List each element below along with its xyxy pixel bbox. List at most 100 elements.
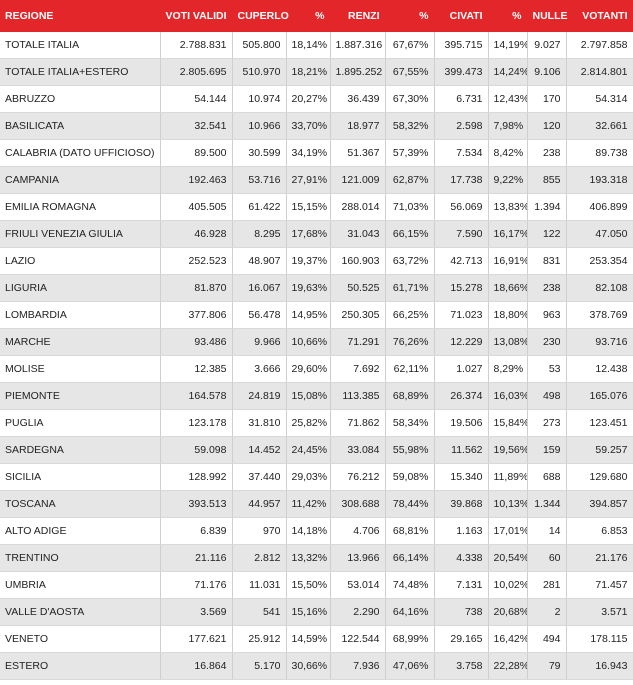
value-cell: 9,22% xyxy=(488,166,528,194)
value-cell: 160.903 xyxy=(330,247,386,275)
value-cell: 62,87% xyxy=(385,166,435,194)
value-cell: 71,03% xyxy=(385,193,435,221)
value-cell: 31.810 xyxy=(232,409,287,437)
value-cell: 18.977 xyxy=(330,112,386,140)
value-cell: 1.394 xyxy=(527,193,567,221)
value-cell: 159 xyxy=(527,436,567,464)
header-row: REGIONE VOTI VALIDI CUPERLO% RENZI% CIVATI% N… xyxy=(0,0,633,32)
value-cell: 378.769 xyxy=(566,301,633,329)
region-cell: MOLISE xyxy=(0,355,161,383)
value-cell: 93.716 xyxy=(566,328,633,356)
value-cell: 122 xyxy=(527,220,567,248)
value-cell: 253.354 xyxy=(566,247,633,275)
value-cell: 11,89% xyxy=(488,463,528,491)
region-cell: VENETO xyxy=(0,625,161,653)
table-row: ABRUZZO 54.144 10.974 20,27% 36.439 67,30% 6.7… xyxy=(0,85,633,113)
value-cell: 57,39% xyxy=(385,139,435,167)
value-cell: 2.788.831 xyxy=(160,32,233,59)
value-cell: 18,80% xyxy=(488,301,528,329)
value-cell: 855 xyxy=(527,166,567,194)
value-cell: 21.116 xyxy=(160,544,233,572)
region-cell: FRIULI VENEZIA GIULIA xyxy=(0,220,161,248)
value-cell: 56.478 xyxy=(232,301,287,329)
value-cell: 15,84% xyxy=(488,409,528,437)
value-cell: 22,28% xyxy=(488,652,528,680)
value-cell: 14.452 xyxy=(232,436,287,464)
table-row: LIGURIA 81.870 16.067 19,63% 50.525 61,71% 15.… xyxy=(0,274,633,302)
value-cell: 76,26% xyxy=(385,328,435,356)
value-cell: 541 xyxy=(232,598,287,626)
value-cell: 10,66% xyxy=(286,328,331,356)
value-cell: 71.291 xyxy=(330,328,386,356)
table-row: UMBRIA 71.176 11.031 15,50% 53.014 74,48% 7.13… xyxy=(0,571,633,599)
table-row: SICILIA 128.992 37.440 29,03% 76.212 59,08% 15… xyxy=(0,463,633,491)
value-cell: 53.716 xyxy=(232,166,287,194)
table-row: EMILIA ROMAGNA 405.505 61.422 15,15% 288.014… xyxy=(0,193,633,221)
value-cell: 7.692 xyxy=(330,355,386,383)
value-cell: 51.367 xyxy=(330,139,386,167)
value-cell: 53 xyxy=(527,355,567,383)
table-row: PUGLIA 123.178 31.810 25,82% 71.862 58,34% 19.… xyxy=(0,409,633,437)
value-cell: 113.385 xyxy=(330,382,386,410)
value-cell: 17,68% xyxy=(286,220,331,248)
region-cell: VALLE D'AOSTA xyxy=(0,598,161,626)
table-row: ESTERO 16.864 5.170 30,66% 7.936 47,06% 3.758 2… xyxy=(0,652,633,680)
table-row: LAZIO 252.523 48.907 19,37% 160.903 63,72% 42.… xyxy=(0,247,633,275)
value-cell: 76.212 xyxy=(330,463,386,491)
table-row: CALABRIA (DATO UFFICIOSO) 89.500 30.599 34,… xyxy=(0,139,633,167)
value-cell: 53.014 xyxy=(330,571,386,599)
region-cell: ALTO ADIGE xyxy=(0,517,161,545)
value-cell: 688 xyxy=(527,463,567,491)
value-cell: 406.899 xyxy=(566,193,633,221)
value-cell: 1.344 xyxy=(527,490,567,518)
value-cell: 56.069 xyxy=(434,193,489,221)
value-cell: 377.806 xyxy=(160,301,233,329)
value-cell: 16.943 xyxy=(566,652,633,680)
value-cell: 2.814.801 xyxy=(566,58,633,86)
value-cell: 25,82% xyxy=(286,409,331,437)
value-cell: 12.438 xyxy=(566,355,633,383)
value-cell: 5.170 xyxy=(232,652,287,680)
value-cell: 13,08% xyxy=(488,328,528,356)
value-cell: 3.666 xyxy=(232,355,287,383)
value-cell: 79 xyxy=(527,652,567,680)
value-cell: 9.027 xyxy=(527,32,567,59)
value-cell: 66,25% xyxy=(385,301,435,329)
table-row: FRIULI VENEZIA GIULIA 46.928 8.295 17,68% 31… xyxy=(0,220,633,248)
value-cell: 738 xyxy=(434,598,489,626)
value-cell: 3.571 xyxy=(566,598,633,626)
value-cell: 93.486 xyxy=(160,328,233,356)
region-cell: PUGLIA xyxy=(0,409,161,437)
value-cell: 14,95% xyxy=(286,301,331,329)
value-cell: 9.106 xyxy=(527,58,567,86)
region-cell: ABRUZZO xyxy=(0,85,161,113)
table-row: PIEMONTE 164.578 24.819 15,08% 113.385 68,89%… xyxy=(0,382,633,410)
value-cell: 67,67% xyxy=(385,32,435,59)
value-cell: 14 xyxy=(527,517,567,545)
value-cell: 11.562 xyxy=(434,436,489,464)
value-cell: 14,59% xyxy=(286,625,331,653)
value-cell: 7,98% xyxy=(488,112,528,140)
value-cell: 62,11% xyxy=(385,355,435,383)
value-cell: 405.505 xyxy=(160,193,233,221)
value-cell: 14,19% xyxy=(488,32,528,59)
value-cell: 17.738 xyxy=(434,166,489,194)
value-cell: 26.374 xyxy=(434,382,489,410)
value-cell: 54.144 xyxy=(160,85,233,113)
value-cell: 193.318 xyxy=(566,166,633,194)
value-cell: 11,42% xyxy=(286,490,331,518)
region-cell: EMILIA ROMAGNA xyxy=(0,193,161,221)
value-cell: 7.936 xyxy=(330,652,386,680)
value-cell: 505.800 xyxy=(232,32,287,59)
value-cell: 33.084 xyxy=(330,436,386,464)
value-cell: 14,18% xyxy=(286,517,331,545)
value-cell: 393.513 xyxy=(160,490,233,518)
value-cell: 20,68% xyxy=(488,598,528,626)
value-cell: 308.688 xyxy=(330,490,386,518)
value-cell: 63,72% xyxy=(385,247,435,275)
value-cell: 238 xyxy=(527,274,567,302)
value-cell: 27,91% xyxy=(286,166,331,194)
column-header: RENZI xyxy=(330,0,386,32)
value-cell: 59.257 xyxy=(566,436,633,464)
